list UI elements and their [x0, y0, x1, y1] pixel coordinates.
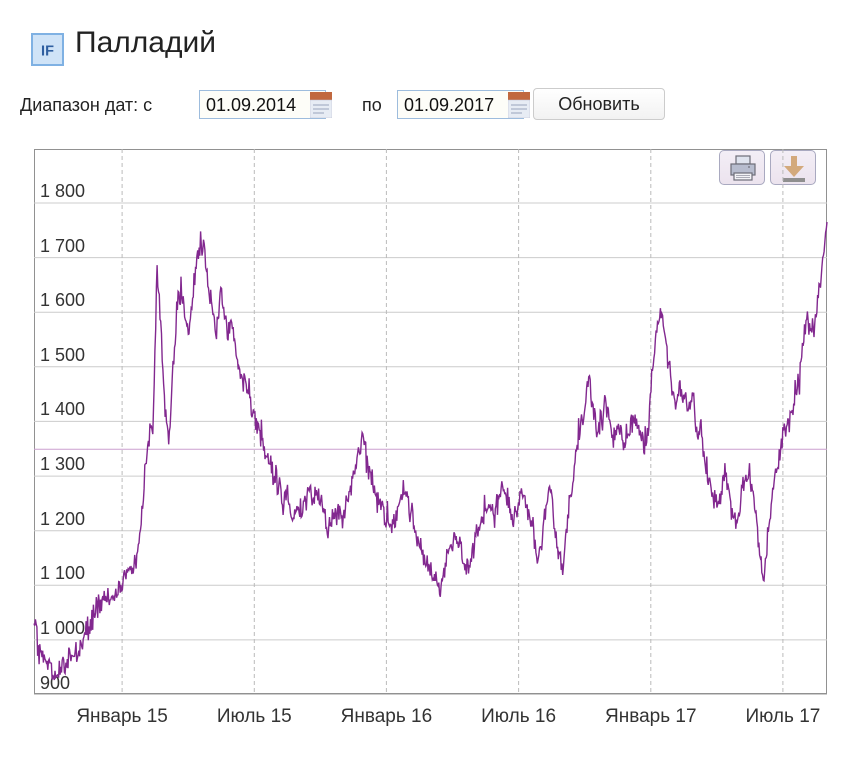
svg-text:IF: IF	[41, 44, 54, 60]
